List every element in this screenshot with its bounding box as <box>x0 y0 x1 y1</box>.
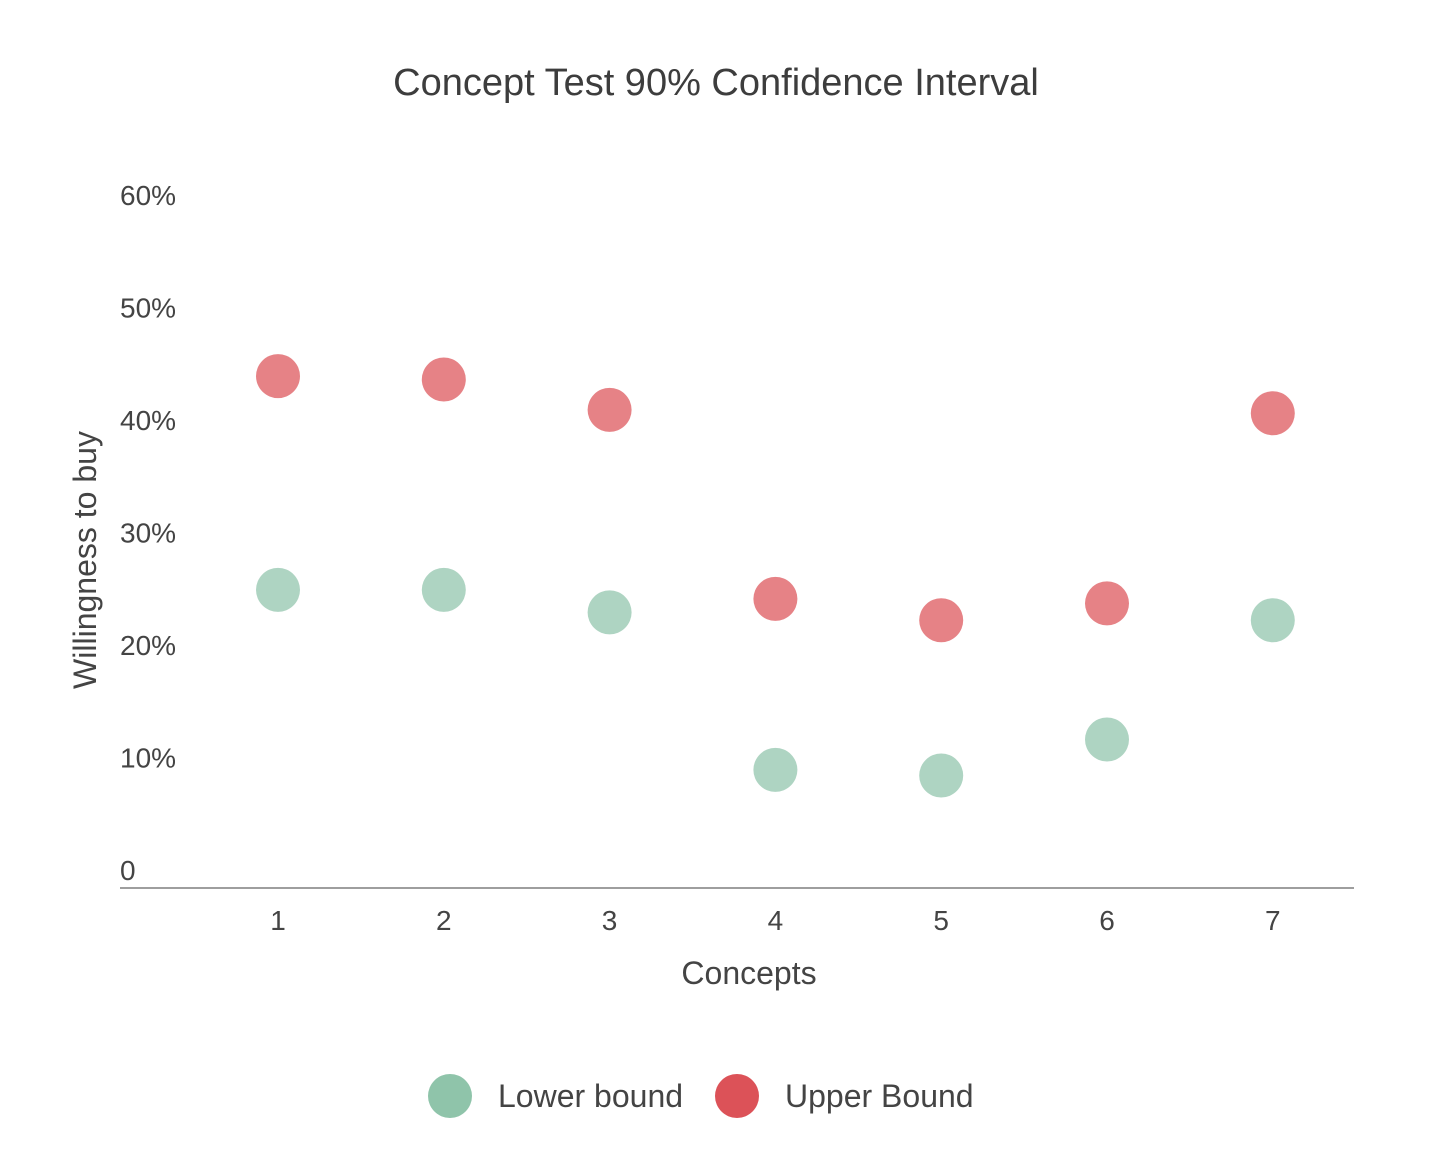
x-tick-label: 4 <box>768 905 784 936</box>
legend-label: Upper Bound <box>785 1078 974 1114</box>
y-axis-ticks: 0 10% 20% 30% 40% 50% 60% <box>120 180 176 886</box>
legend-marker <box>715 1074 759 1118</box>
data-point-series-2 <box>421 357 466 402</box>
y-tick-label: 50% <box>120 293 176 324</box>
data-point-series-2 <box>919 598 964 643</box>
x-axis-label: Concepts <box>681 955 816 991</box>
data-point-series-1 <box>587 590 632 635</box>
legend: Lower bound Upper Bound <box>428 1074 974 1118</box>
x-tick-label: 2 <box>436 905 452 936</box>
x-tick-label: 5 <box>933 905 949 936</box>
x-axis-ticks: 1 2 3 4 5 6 7 <box>270 905 1280 936</box>
data-point-series-1 <box>919 753 964 798</box>
data-point-series-2 <box>1250 391 1295 436</box>
y-tick-label: 10% <box>120 743 176 774</box>
data-point-series-1 <box>421 567 466 612</box>
data-point-series-2 <box>587 387 632 432</box>
data-point-series-1 <box>1250 598 1295 643</box>
x-tick-label: 1 <box>270 905 286 936</box>
x-tick-label: 7 <box>1265 905 1281 936</box>
data-point-series-2 <box>753 576 798 621</box>
data-point-series-1 <box>1085 717 1129 762</box>
y-tick-label: 40% <box>120 405 176 436</box>
data-points <box>256 354 1295 798</box>
y-tick-label: 60% <box>120 180 176 211</box>
legend-marker <box>428 1074 472 1118</box>
data-point-series-1 <box>256 567 300 612</box>
x-tick-label: 3 <box>602 905 618 936</box>
y-tick-label: 20% <box>120 630 176 661</box>
x-tick-label: 6 <box>1099 905 1115 936</box>
y-tick-label: 30% <box>120 518 176 549</box>
chart-title: Concept Test 90% Confidence Interval <box>393 62 1039 104</box>
data-point-series-1 <box>753 747 798 792</box>
y-axis-label: Willingness to buy <box>67 431 103 689</box>
y-tick-label: 0 <box>120 855 136 886</box>
legend-label: Lower bound <box>498 1078 683 1114</box>
data-point-series-2 <box>1085 581 1129 626</box>
data-point-series-2 <box>256 354 300 399</box>
